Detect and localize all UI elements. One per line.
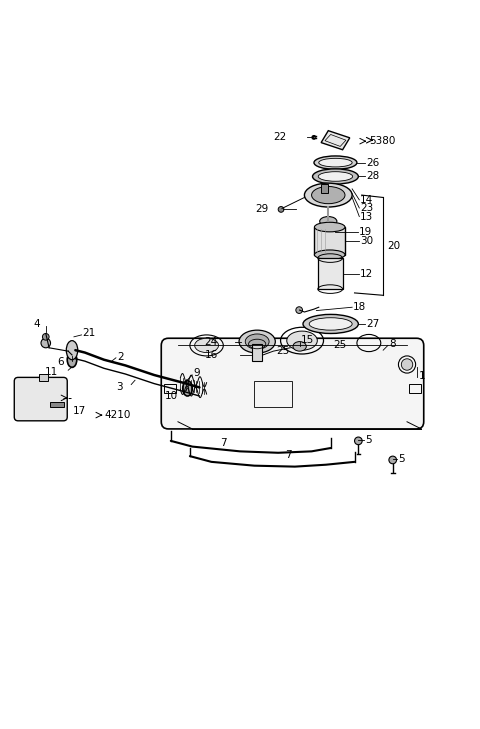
Ellipse shape <box>195 338 218 353</box>
Text: 1: 1 <box>419 372 426 381</box>
Text: 5: 5 <box>398 454 405 464</box>
Text: 30: 30 <box>360 236 373 246</box>
Text: 16: 16 <box>205 350 218 360</box>
Text: 24: 24 <box>204 337 217 346</box>
Text: 8: 8 <box>389 338 396 348</box>
Text: 25: 25 <box>276 346 289 356</box>
Text: 18: 18 <box>353 303 366 312</box>
Text: 4210: 4210 <box>104 410 131 420</box>
Bar <box>321 184 328 192</box>
Text: 22: 22 <box>274 132 287 142</box>
Text: 20: 20 <box>387 241 400 252</box>
Text: 6: 6 <box>57 357 63 367</box>
Text: 7: 7 <box>220 437 227 448</box>
Ellipse shape <box>318 172 353 182</box>
Text: 14: 14 <box>360 195 373 205</box>
Bar <box>50 402 64 408</box>
Bar <box>254 381 292 408</box>
Circle shape <box>42 333 49 340</box>
Ellipse shape <box>287 331 317 350</box>
Ellipse shape <box>314 250 345 260</box>
Bar <box>252 344 263 361</box>
Ellipse shape <box>314 156 357 169</box>
Text: 12: 12 <box>360 269 373 278</box>
Ellipse shape <box>312 187 345 203</box>
Ellipse shape <box>304 183 352 207</box>
Text: 15: 15 <box>301 335 314 345</box>
Text: 4: 4 <box>34 319 40 330</box>
Bar <box>164 383 176 393</box>
Text: 27: 27 <box>366 319 380 329</box>
Circle shape <box>312 136 316 139</box>
Text: 10: 10 <box>165 391 178 401</box>
Polygon shape <box>321 130 350 149</box>
Circle shape <box>355 437 362 445</box>
Text: 5: 5 <box>365 435 372 445</box>
Circle shape <box>296 307 302 313</box>
Text: 23: 23 <box>360 203 373 213</box>
Circle shape <box>41 338 50 348</box>
Text: 7: 7 <box>285 450 292 460</box>
Text: 3: 3 <box>117 383 123 392</box>
Bar <box>38 374 48 381</box>
Bar <box>314 227 345 254</box>
Text: 2: 2 <box>117 352 123 362</box>
Text: 19: 19 <box>360 227 372 237</box>
FancyBboxPatch shape <box>14 378 67 421</box>
Ellipse shape <box>66 340 78 359</box>
Text: 29: 29 <box>255 204 269 214</box>
Ellipse shape <box>293 342 306 351</box>
Ellipse shape <box>239 330 276 353</box>
Text: 9: 9 <box>193 368 200 378</box>
Ellipse shape <box>67 352 77 367</box>
Bar <box>318 258 343 289</box>
Ellipse shape <box>245 334 269 349</box>
Text: 26: 26 <box>366 157 380 168</box>
Ellipse shape <box>320 217 337 226</box>
Text: 17: 17 <box>73 406 86 416</box>
Ellipse shape <box>303 314 359 333</box>
Text: 11: 11 <box>45 367 58 377</box>
FancyBboxPatch shape <box>161 338 424 429</box>
Text: 21: 21 <box>83 329 96 338</box>
Circle shape <box>401 359 413 370</box>
Text: 5380: 5380 <box>369 136 395 146</box>
Text: 13: 13 <box>360 211 373 222</box>
Circle shape <box>278 206 284 212</box>
Ellipse shape <box>314 222 345 232</box>
Ellipse shape <box>319 158 352 167</box>
Ellipse shape <box>312 169 359 184</box>
Ellipse shape <box>183 381 192 396</box>
Text: 28: 28 <box>366 171 380 182</box>
Circle shape <box>389 456 396 464</box>
Ellipse shape <box>309 318 352 330</box>
Text: 25: 25 <box>333 340 346 351</box>
Bar <box>409 383 421 393</box>
